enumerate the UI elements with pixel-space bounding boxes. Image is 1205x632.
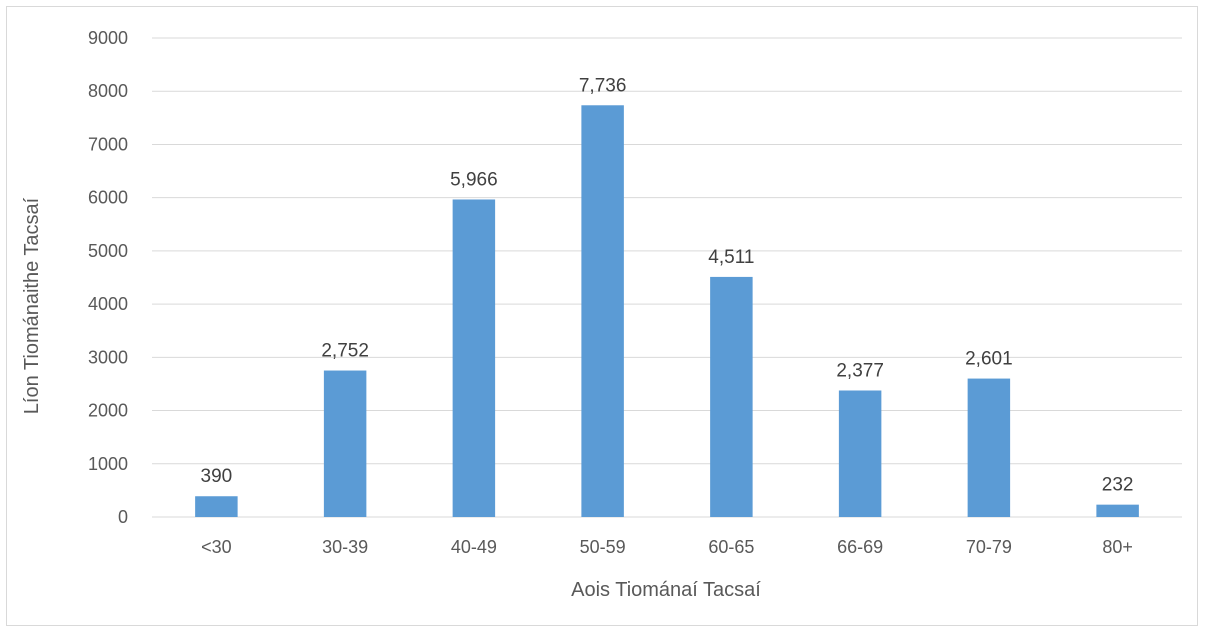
y-axis-title: Líon Tiománaithe Tacsaí (21, 197, 43, 414)
y-tick-label: 5000 (88, 241, 128, 261)
data-labels: 390 2,752 5,966 7,736 4,511 2,377 2,601 232 (201, 75, 1134, 495)
gridlines (152, 37, 1182, 518)
data-label: 232 (1102, 475, 1134, 496)
x-tick-label: 70-79 (966, 537, 1012, 557)
x-axis-title: Aois Tiománaí Tacsaí (571, 579, 761, 601)
bar (967, 378, 1011, 517)
data-label: 4,511 (708, 247, 754, 268)
y-tick-label: 6000 (88, 188, 128, 208)
x-tick-label: 60-65 (708, 537, 754, 557)
y-tick-label: 9000 (88, 28, 128, 48)
x-axis-ticks: <30 30-39 40-49 50-59 60-65 66-69 70-79 80+ (201, 537, 1133, 557)
data-label: 2,377 (836, 360, 884, 381)
data-label: 7,736 (579, 75, 627, 96)
bars (195, 105, 1139, 517)
y-tick-label: 0 (118, 507, 128, 527)
y-tick-label: 4000 (88, 294, 128, 314)
x-tick-label: 50-59 (580, 537, 626, 557)
data-label: 5,966 (450, 169, 498, 190)
bar (710, 276, 753, 517)
bar (1096, 504, 1139, 517)
bar (838, 390, 882, 517)
bar (452, 199, 496, 517)
data-label: 390 (201, 466, 233, 487)
y-tick-label: 7000 (88, 134, 128, 154)
x-tick-label: <30 (201, 537, 232, 557)
y-tick-label: 2000 (88, 401, 128, 421)
y-tick-label: 3000 (88, 347, 128, 367)
y-tick-label: 8000 (88, 81, 128, 101)
x-tick-label: 66-69 (837, 537, 883, 557)
data-label: 2,601 (965, 349, 1013, 370)
bar (581, 105, 624, 517)
x-tick-label: 30-39 (322, 537, 368, 557)
y-axis-ticks: 0 1000 2000 3000 4000 5000 6000 7000 8000 9000 (88, 28, 128, 527)
data-label: 2,752 (321, 341, 369, 362)
bar (323, 370, 367, 517)
bar (195, 496, 238, 517)
x-tick-label: 40-49 (451, 537, 497, 557)
y-tick-label: 1000 (88, 454, 128, 474)
x-tick-label: 80+ (1102, 537, 1133, 557)
